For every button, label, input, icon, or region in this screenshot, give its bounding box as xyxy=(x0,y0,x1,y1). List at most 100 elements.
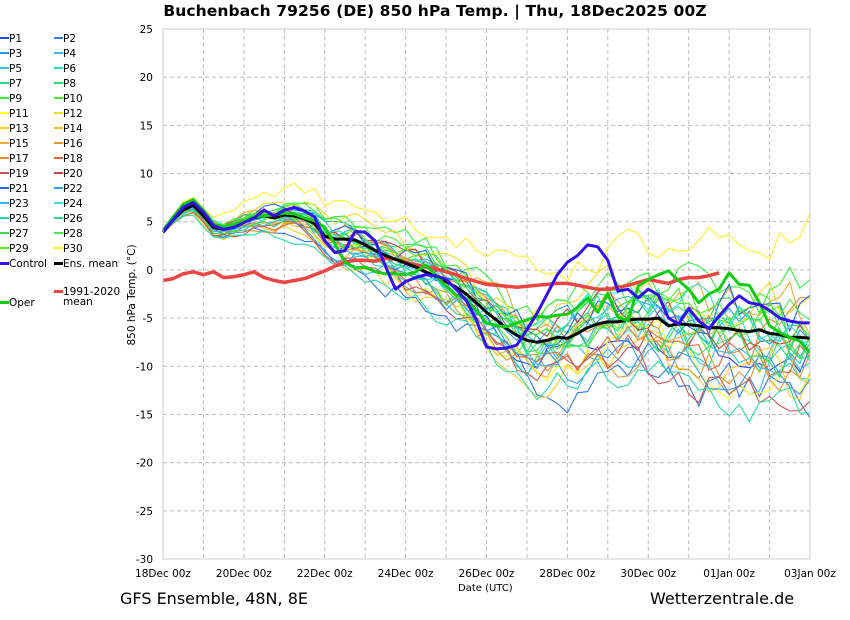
member-line-p30 xyxy=(162,182,811,282)
legend-swatch xyxy=(54,82,63,84)
plot-frame xyxy=(162,28,811,560)
legend-swatch xyxy=(54,157,63,159)
x-axis-label: Date (UTC) xyxy=(458,583,513,594)
member-line-p16 xyxy=(162,209,811,392)
legend-swatch xyxy=(54,127,63,129)
x-axis-ticks: 18Dec 00z 20Dec 00z 22Dec 00z 24Dec 00z 26De… xyxy=(135,568,836,580)
series-line-1991-2020-mean xyxy=(162,256,720,291)
legend-swatch xyxy=(0,247,9,249)
legend-swatch xyxy=(0,127,9,129)
x-tick-label: 28Dec 00z xyxy=(539,568,595,580)
legend-swatch xyxy=(54,232,63,234)
legend-item-p27: P27 xyxy=(0,228,29,240)
legend-item-p10: P10 xyxy=(54,93,83,105)
legend-label: P19 xyxy=(9,168,29,180)
legend-label: P23 xyxy=(9,198,29,210)
legend-item-1991-2020-mean: 1991-2020 mean xyxy=(54,285,121,308)
y-tick-label: -30 xyxy=(136,554,153,566)
legend-item-p6: P6 xyxy=(54,63,76,75)
legend-swatch xyxy=(54,247,63,249)
x-tick-label: 18Dec 00z xyxy=(135,568,191,580)
legend-item-p21: P21 xyxy=(0,183,29,195)
y-tick-label: 10 xyxy=(140,169,153,181)
legend-swatch xyxy=(0,232,9,234)
y-tick-label: -10 xyxy=(136,361,153,373)
legend-item-p15: P15 xyxy=(0,138,29,150)
legend-label: P25 xyxy=(9,213,29,225)
legend-label: P22 xyxy=(63,183,83,195)
member-line-p21 xyxy=(162,200,811,347)
legend-item-p14: P14 xyxy=(54,123,83,135)
legend-swatch xyxy=(0,202,9,204)
member-line-p12 xyxy=(162,201,811,330)
legend-label: P29 xyxy=(9,243,29,255)
legend-swatch xyxy=(0,217,9,219)
legend-item-p7: P7 xyxy=(0,78,22,90)
legend-label: P24 xyxy=(63,198,83,210)
y-tick-label: -15 xyxy=(136,409,153,421)
x-tick-label: 03Jan 00z xyxy=(784,568,836,580)
legend-swatch xyxy=(0,97,9,99)
legend-label: P11 xyxy=(9,108,29,120)
legend-item-p28: P28 xyxy=(54,228,83,240)
y-tick-label: 0 xyxy=(146,265,153,277)
legend-item-p18: P18 xyxy=(54,153,83,165)
y-axis-ticks: 25 20 15 10 5 0 -5 -10 -15 -20 -25 -30 xyxy=(136,24,153,566)
y-tick-label: -25 xyxy=(136,506,153,518)
legend-item-p22: P22 xyxy=(54,183,83,195)
legend-swatch xyxy=(54,172,63,174)
y-tick-label: -20 xyxy=(136,458,153,470)
legend-label: P18 xyxy=(63,153,83,165)
x-tick-label: 20Dec 00z xyxy=(216,568,272,580)
legend-swatch xyxy=(0,187,9,189)
legend-item-ens-mean: Ens. mean xyxy=(54,258,118,270)
legend-swatch xyxy=(0,157,9,159)
legend-label: P4 xyxy=(63,48,77,60)
legend-item-p12: P12 xyxy=(54,108,83,120)
legend-item-p3: P3 xyxy=(0,48,22,60)
legend-swatch xyxy=(54,290,63,293)
legend-swatch xyxy=(0,172,9,174)
x-tick-label: 24Dec 00z xyxy=(378,568,434,580)
chart-title: Buchenbach 79256 (DE) 850 hPa Temp. | Th… xyxy=(163,2,707,20)
legend-swatch xyxy=(0,67,9,69)
legend-label: P5 xyxy=(9,63,23,75)
legend-label: P20 xyxy=(63,168,83,180)
legend-item-oper: Oper xyxy=(0,297,35,309)
legend-label: P12 xyxy=(63,108,83,120)
legend-swatch xyxy=(0,300,9,304)
legend-item-p2: P2 xyxy=(54,33,76,45)
legend-swatch xyxy=(54,52,63,54)
legend-label: P14 xyxy=(63,123,83,135)
legend-swatch xyxy=(0,37,9,39)
legend-swatch xyxy=(54,112,63,114)
legend-label: Ens. mean xyxy=(63,258,119,270)
y-tick-label: 25 xyxy=(140,24,153,36)
legend-swatch xyxy=(54,217,63,219)
legend-swatch xyxy=(0,142,9,144)
main-series xyxy=(161,198,812,354)
legend-swatch xyxy=(0,82,9,84)
legend-label: P16 xyxy=(63,138,83,150)
y-tick-label: 5 xyxy=(146,217,153,229)
legend-swatch xyxy=(54,261,63,265)
legend-item-p23: P23 xyxy=(0,198,29,210)
x-tick-label: 22Dec 00z xyxy=(297,568,353,580)
legend-label: P1 xyxy=(9,33,23,45)
series-line-control xyxy=(161,201,810,351)
x-tick-label: 26Dec 00z xyxy=(459,568,515,580)
legend-label: P10 xyxy=(63,93,83,105)
legend-item-p24: P24 xyxy=(54,198,83,210)
legend-label: P17 xyxy=(9,153,29,165)
x-tick-label: 30Dec 00z xyxy=(620,568,676,580)
legend-label: P15 xyxy=(9,138,29,150)
y-tick-label: 20 xyxy=(140,72,153,84)
legend-label: 1991-2020 mean xyxy=(63,285,121,308)
legend-item-p16: P16 xyxy=(54,138,83,150)
legend-item-p26: P26 xyxy=(54,213,83,225)
legend-item-p25: P25 xyxy=(0,213,29,225)
legend-label: P6 xyxy=(63,63,77,75)
legend-label: P7 xyxy=(9,78,23,90)
y-tick-label: 15 xyxy=(140,120,153,132)
